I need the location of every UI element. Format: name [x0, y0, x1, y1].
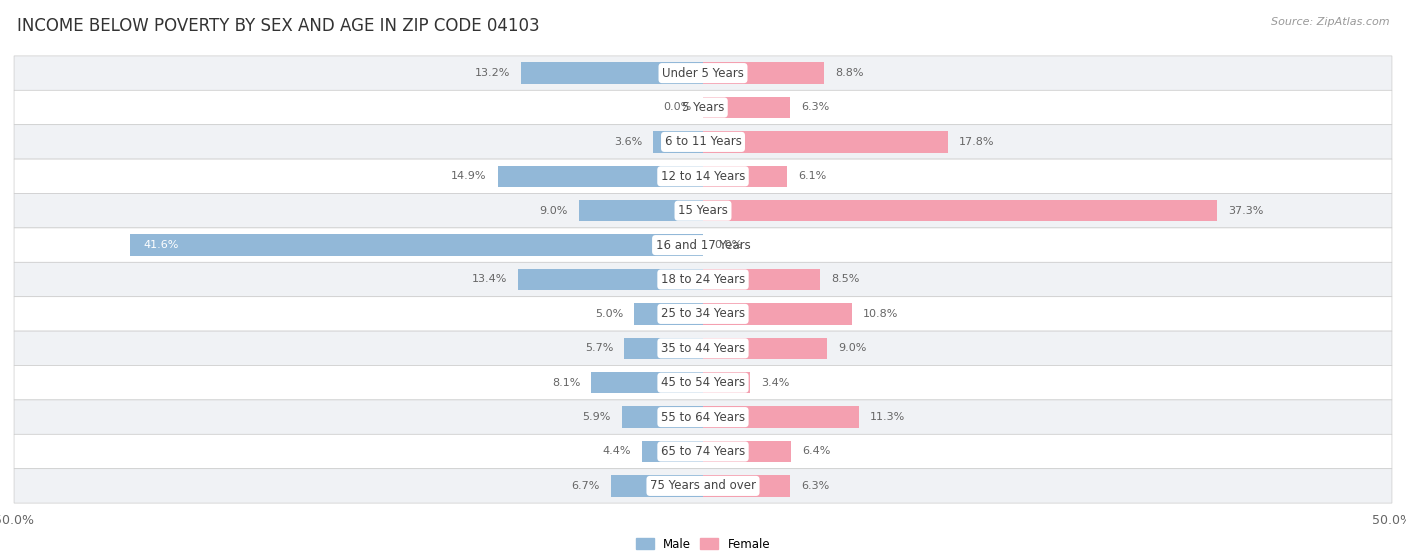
- Text: 18 to 24 Years: 18 to 24 Years: [661, 273, 745, 286]
- Text: 13.2%: 13.2%: [475, 68, 510, 78]
- Text: 0.0%: 0.0%: [714, 240, 742, 250]
- FancyBboxPatch shape: [14, 468, 1392, 503]
- Bar: [703, 475, 790, 496]
- Text: Under 5 Years: Under 5 Years: [662, 67, 744, 79]
- Text: 6.3%: 6.3%: [801, 102, 830, 112]
- Text: Source: ZipAtlas.com: Source: ZipAtlas.com: [1271, 17, 1389, 27]
- Text: 6.4%: 6.4%: [803, 447, 831, 457]
- Text: 9.0%: 9.0%: [838, 343, 866, 353]
- Text: 41.6%: 41.6%: [143, 240, 179, 250]
- Text: 12 to 14 Years: 12 to 14 Years: [661, 170, 745, 183]
- Text: 14.9%: 14.9%: [451, 171, 486, 181]
- Text: 8.1%: 8.1%: [553, 378, 581, 388]
- Text: 37.3%: 37.3%: [1227, 206, 1264, 216]
- Text: 8.8%: 8.8%: [835, 68, 863, 78]
- Text: 16 and 17 Years: 16 and 17 Years: [655, 239, 751, 252]
- Text: 6.3%: 6.3%: [801, 481, 830, 491]
- Bar: [703, 97, 790, 118]
- Text: 35 to 44 Years: 35 to 44 Years: [661, 342, 745, 355]
- Legend: Male, Female: Male, Female: [631, 533, 775, 555]
- Text: 55 to 64 Years: 55 to 64 Years: [661, 411, 745, 424]
- FancyBboxPatch shape: [14, 400, 1392, 434]
- FancyBboxPatch shape: [14, 193, 1392, 228]
- Bar: [703, 303, 852, 325]
- Bar: [522, 63, 703, 84]
- Text: 6 to 11 Years: 6 to 11 Years: [665, 135, 741, 148]
- Bar: [519, 269, 703, 290]
- Bar: [703, 372, 749, 394]
- Text: 3.6%: 3.6%: [614, 137, 643, 147]
- FancyBboxPatch shape: [14, 331, 1392, 366]
- Bar: [703, 269, 820, 290]
- FancyBboxPatch shape: [14, 125, 1392, 159]
- Bar: [621, 406, 703, 428]
- Bar: [610, 475, 703, 496]
- Text: 5 Years: 5 Years: [682, 101, 724, 114]
- FancyBboxPatch shape: [14, 228, 1392, 262]
- Text: 4.4%: 4.4%: [603, 447, 631, 457]
- Bar: [703, 406, 859, 428]
- Text: 10.8%: 10.8%: [863, 309, 898, 319]
- Bar: [654, 131, 703, 153]
- Text: 5.9%: 5.9%: [582, 412, 610, 422]
- Text: 6.7%: 6.7%: [571, 481, 599, 491]
- FancyBboxPatch shape: [14, 56, 1392, 91]
- Bar: [624, 338, 703, 359]
- Text: 65 to 74 Years: 65 to 74 Years: [661, 445, 745, 458]
- Text: 75 Years and over: 75 Years and over: [650, 480, 756, 492]
- FancyBboxPatch shape: [14, 434, 1392, 468]
- Bar: [703, 131, 948, 153]
- Bar: [643, 441, 703, 462]
- Text: 3.4%: 3.4%: [761, 378, 789, 388]
- Bar: [703, 441, 792, 462]
- Text: 17.8%: 17.8%: [959, 137, 995, 147]
- Text: 0.0%: 0.0%: [664, 102, 692, 112]
- Text: 15 Years: 15 Years: [678, 204, 728, 217]
- Text: 9.0%: 9.0%: [540, 206, 568, 216]
- Text: 8.5%: 8.5%: [831, 274, 859, 285]
- Bar: [703, 165, 787, 187]
- Text: 6.1%: 6.1%: [799, 171, 827, 181]
- Text: 5.0%: 5.0%: [595, 309, 623, 319]
- FancyBboxPatch shape: [14, 366, 1392, 400]
- Bar: [703, 63, 824, 84]
- Text: 45 to 54 Years: 45 to 54 Years: [661, 376, 745, 389]
- Text: INCOME BELOW POVERTY BY SEX AND AGE IN ZIP CODE 04103: INCOME BELOW POVERTY BY SEX AND AGE IN Z…: [17, 17, 540, 35]
- FancyBboxPatch shape: [14, 91, 1392, 125]
- Bar: [592, 372, 703, 394]
- Bar: [634, 303, 703, 325]
- FancyBboxPatch shape: [14, 297, 1392, 331]
- Text: 13.4%: 13.4%: [472, 274, 508, 285]
- FancyBboxPatch shape: [14, 159, 1392, 193]
- Text: 5.7%: 5.7%: [585, 343, 613, 353]
- Bar: [129, 234, 703, 256]
- Bar: [579, 200, 703, 221]
- Bar: [498, 165, 703, 187]
- FancyBboxPatch shape: [14, 262, 1392, 297]
- Text: 11.3%: 11.3%: [870, 412, 905, 422]
- Bar: [703, 200, 1218, 221]
- Bar: [703, 338, 827, 359]
- Text: 25 to 34 Years: 25 to 34 Years: [661, 307, 745, 320]
